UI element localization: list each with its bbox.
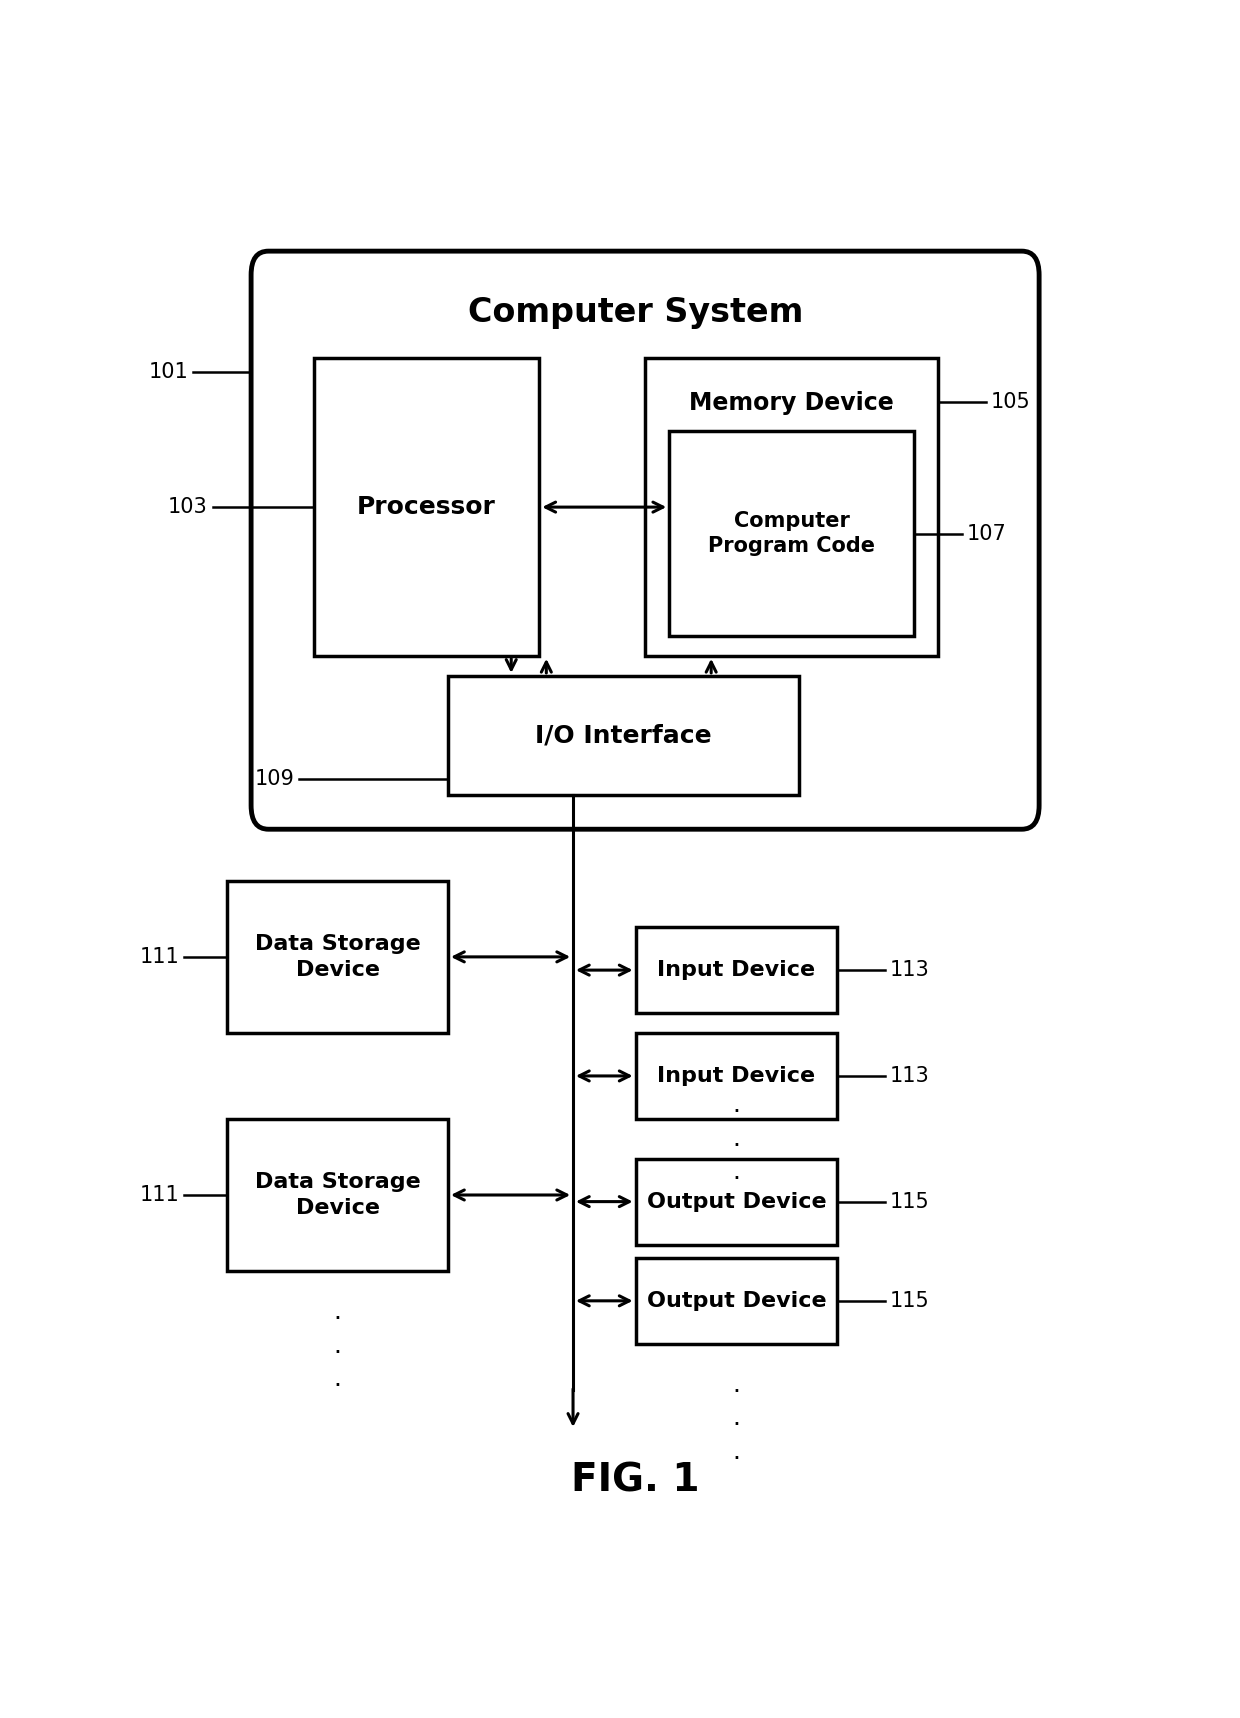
Text: 107: 107 [967,524,1007,543]
Text: Input Device: Input Device [657,1065,816,1086]
Bar [645,359,939,656]
Bar [635,928,837,1014]
Text: 115: 115 [890,1192,930,1211]
Bar [635,1158,837,1244]
Text: Memory Device: Memory Device [689,392,894,416]
Bar [227,1118,448,1271]
Text: .
.
.: . . . [733,1373,740,1464]
Bar [670,431,914,636]
Text: Computer
Program Code: Computer Program Code [708,510,875,557]
Text: .
.
.: . . . [733,1093,740,1184]
Text: Output Device: Output Device [646,1192,826,1211]
Text: FIG. 1: FIG. 1 [572,1462,699,1500]
FancyBboxPatch shape [250,251,1039,830]
Text: 101: 101 [149,361,188,381]
Text: Output Device: Output Device [646,1290,826,1311]
Text: 105: 105 [991,392,1030,412]
Text: 111: 111 [139,947,179,967]
Text: 113: 113 [890,960,930,979]
Text: 113: 113 [890,1065,930,1086]
Text: Input Device: Input Device [657,960,816,979]
Text: 109: 109 [254,770,294,789]
Text: Computer System: Computer System [467,295,804,330]
Text: 115: 115 [890,1290,930,1311]
Text: Data Storage
Device: Data Storage Device [254,1172,420,1218]
Bar [448,675,799,795]
Text: I/O Interface: I/O Interface [536,723,712,747]
Text: 103: 103 [169,497,208,517]
Bar [635,1033,837,1118]
Bar [635,1258,837,1343]
Text: 111: 111 [139,1185,179,1204]
Text: Processor: Processor [357,495,496,519]
Text: Data Storage
Device: Data Storage Device [254,935,420,979]
Bar [227,881,448,1033]
Bar [314,359,539,656]
Text: .
.
.: . . . [334,1301,341,1392]
